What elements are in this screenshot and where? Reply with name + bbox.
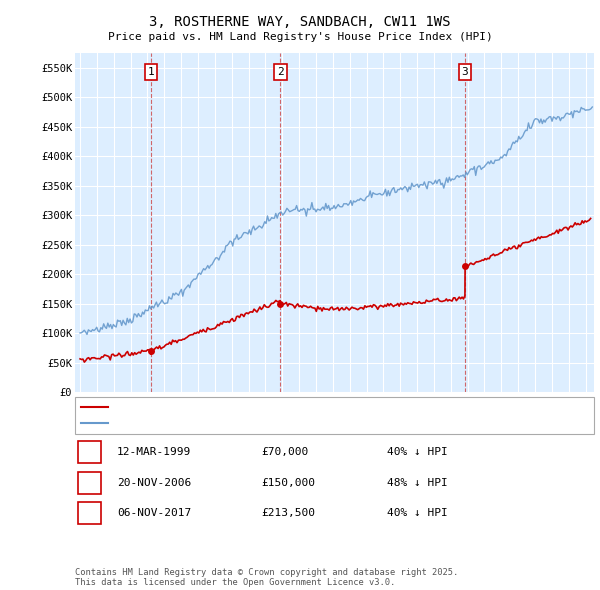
Text: 1: 1 xyxy=(86,447,93,457)
Text: Price paid vs. HM Land Registry's House Price Index (HPI): Price paid vs. HM Land Registry's House … xyxy=(107,32,493,42)
Text: 2: 2 xyxy=(277,67,284,77)
Text: 48% ↓ HPI: 48% ↓ HPI xyxy=(387,478,448,488)
Text: £150,000: £150,000 xyxy=(261,478,315,488)
Text: 3: 3 xyxy=(462,67,469,77)
Text: 1: 1 xyxy=(147,67,154,77)
Text: 3: 3 xyxy=(86,509,93,519)
Text: £213,500: £213,500 xyxy=(261,509,315,519)
Text: 06-NOV-2017: 06-NOV-2017 xyxy=(117,509,191,519)
Text: £70,000: £70,000 xyxy=(261,447,308,457)
Text: 20-NOV-2006: 20-NOV-2006 xyxy=(117,478,191,488)
Text: 2: 2 xyxy=(86,478,93,488)
Text: 12-MAR-1999: 12-MAR-1999 xyxy=(117,447,191,457)
Text: 40% ↓ HPI: 40% ↓ HPI xyxy=(387,447,448,457)
Text: 3, ROSTHERNE WAY, SANDBACH, CW11 1WS (detached house): 3, ROSTHERNE WAY, SANDBACH, CW11 1WS (de… xyxy=(117,402,448,412)
Text: Contains HM Land Registry data © Crown copyright and database right 2025.
This d: Contains HM Land Registry data © Crown c… xyxy=(75,568,458,587)
Text: 3, ROSTHERNE WAY, SANDBACH, CW11 1WS: 3, ROSTHERNE WAY, SANDBACH, CW11 1WS xyxy=(149,15,451,29)
Text: HPI: Average price, detached house, Cheshire East: HPI: Average price, detached house, Ches… xyxy=(117,418,423,428)
Text: 40% ↓ HPI: 40% ↓ HPI xyxy=(387,509,448,519)
